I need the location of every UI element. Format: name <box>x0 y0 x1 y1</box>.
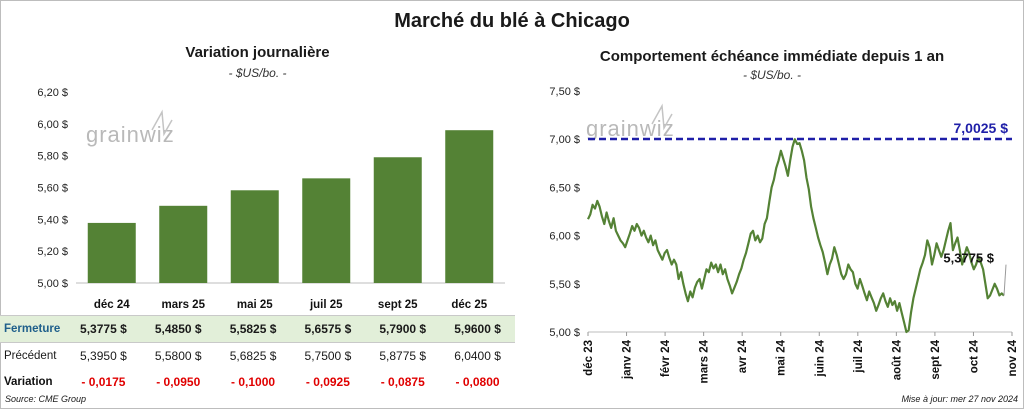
watermark-logo: grainwiz <box>586 116 675 141</box>
y-tick-label: 6,00 $ <box>37 119 68 131</box>
x-tick-label: juil 24 <box>853 339 865 373</box>
left-chart-subtitle: - $US/bo. - <box>228 66 287 80</box>
y-tick-label: 5,00 $ <box>37 278 68 290</box>
reference-label: 7,0025 $ <box>954 120 1009 136</box>
table-cell: 5,6575 $ <box>290 315 366 343</box>
left-chart-title: Variation journalière <box>185 44 330 61</box>
row-label: Fermeture <box>0 315 66 343</box>
x-tick-label: avr 24 <box>737 339 749 373</box>
table-cell: 5,3950 $ <box>80 349 127 363</box>
prices-table: Fermeture 5,3775 $ 5,4850 $ 5,5825 $ 5,6… <box>0 315 515 395</box>
table-cell: 5,9600 $ <box>440 315 515 343</box>
watermark-logo-mark <box>651 103 673 131</box>
table-cell: 5,7500 $ <box>304 349 352 363</box>
y-tick-label: 6,50 $ <box>549 182 580 194</box>
x-category-label: sept 25 <box>378 299 418 311</box>
table-row-previous: Précédent 5,3950 $ 5,5800 $ 5,6825 $ 5,7… <box>0 343 515 370</box>
y-tick-label: 5,50 $ <box>549 279 580 291</box>
right-chart-subtitle: - $US/bo. - <box>742 68 802 82</box>
x-tick-label: mars 24 <box>699 339 711 383</box>
y-tick-label: 7,00 $ <box>549 134 580 146</box>
x-tick-label: janv 24 <box>622 339 634 380</box>
row-label: Variation <box>4 376 53 388</box>
x-tick-label: févr 24 <box>660 339 672 377</box>
x-tick-label: nov 24 <box>1007 339 1019 376</box>
x-tick-label: juin 24 <box>814 339 826 377</box>
table-cell: 6,0400 $ <box>454 349 501 363</box>
table-cell: - 0,0175 <box>81 375 126 389</box>
bar <box>159 205 208 283</box>
table-cell: - 0,0875 <box>380 375 425 389</box>
x-category-label: mars 25 <box>162 299 206 311</box>
y-tick-label: 5,40 $ <box>37 214 68 226</box>
table-row-variation: Variation - 0,0175 - 0,0950 - 0,1000 - 0… <box>0 369 515 395</box>
x-tick-label: oct 24 <box>968 339 980 373</box>
watermark-logo-mark <box>151 109 173 137</box>
update-note: Mise à jour: mer 27 nov 2024 <box>901 394 1018 404</box>
table-cell: 5,3775 $ <box>66 315 141 343</box>
row-label: Précédent <box>4 350 57 362</box>
table-cell: - 0,0800 <box>455 375 500 389</box>
x-category-label: juil 25 <box>309 299 343 311</box>
x-tick-label: sept 24 <box>930 339 942 379</box>
table-cell: 5,5800 $ <box>154 349 202 363</box>
x-category-label: mai 25 <box>237 299 273 311</box>
watermark-logo: grainwiz <box>86 122 175 147</box>
table-cell: 5,8775 $ <box>379 349 427 363</box>
right-chart-title: Comportement échéance immédiate depuis 1… <box>599 48 945 65</box>
bar <box>87 222 136 283</box>
y-tick-label: 5,80 $ <box>37 151 68 163</box>
bar <box>302 178 351 283</box>
table-cell: 5,4850 $ <box>140 315 216 343</box>
table-cell: - 0,0925 <box>305 375 350 389</box>
price-line <box>587 138 1005 334</box>
x-tick-label: déc 23 <box>583 340 595 376</box>
source-note: Source: CME Group <box>5 394 87 404</box>
y-tick-label: 5,20 $ <box>37 246 68 258</box>
line-chart: grainwiz 5,00 $ 5,50 $ 6,00 $ 6,50 $ 7,00 $ 7,… <box>549 86 1019 383</box>
x-category-label: déc 25 <box>451 299 487 311</box>
last-value-label: 5,3775 $ <box>943 251 994 266</box>
bar <box>373 157 422 283</box>
bar <box>230 190 279 283</box>
y-tick-label: 5,60 $ <box>37 183 68 195</box>
table-row-close: Fermeture 5,3775 $ 5,4850 $ 5,5825 $ 5,6… <box>0 315 515 343</box>
y-tick-label: 5,00 $ <box>549 327 580 339</box>
page-title: Marché du blé à Chicago <box>394 10 630 32</box>
bar <box>445 130 494 283</box>
table-cell: - 0,0950 <box>156 375 201 389</box>
table-cell: 5,5825 $ <box>215 315 291 343</box>
table-cell: - 0,1000 <box>231 375 276 389</box>
y-tick-label: 6,20 $ <box>37 87 68 99</box>
x-tick-label: août 24 <box>891 339 903 380</box>
x-category-label: déc 24 <box>94 299 130 311</box>
last-value-leader <box>1003 264 1007 296</box>
table-cell: 5,6825 $ <box>229 349 277 363</box>
table-cell: 5,7900 $ <box>365 315 441 343</box>
bar-chart: grainwiz 5,00 $ 5,20 $ 5,40 $ 5,60 $ 5,80 $ 6,… <box>37 87 505 311</box>
y-tick-label: 6,00 $ <box>549 231 580 243</box>
x-tick-label: mai 24 <box>776 339 788 375</box>
y-tick-label: 7,50 $ <box>549 86 580 98</box>
